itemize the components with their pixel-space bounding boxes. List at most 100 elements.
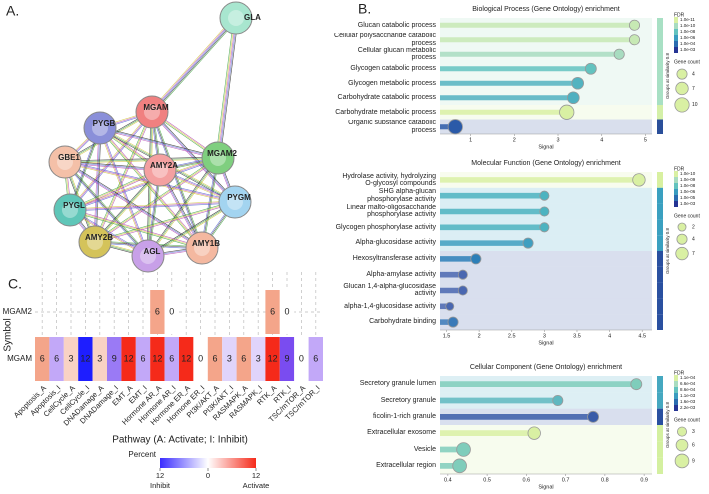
x-tick-label: 2 [513,137,516,143]
cell-label: 6 [169,353,174,363]
category-label: Secretory granule lumen [360,380,436,387]
fdr-swatch [674,375,678,381]
fdr-swatch [674,177,678,183]
node-inner [144,104,160,120]
x-tick-label: 0.7 [562,477,570,483]
fdr-label: 1.0e-11 [680,17,695,22]
colorbar-title: Percent [128,450,156,459]
node-inner [228,10,244,26]
heat-cell [279,337,295,381]
node-label: PYGL [63,201,85,210]
category-label: Cellular glucan metabolic process [358,47,436,61]
panel-label: C. [8,276,22,292]
colorbar-end-label: Inhibit [150,481,171,490]
category-label-text: Carbohydrate binding [369,318,436,326]
lollipop-dot [447,316,459,328]
group-bar [657,187,663,204]
edge [218,18,238,159]
fdr-swatch [674,399,678,405]
edge [64,161,149,257]
category-label-text: Secretory granule [380,396,436,404]
edge [94,157,219,243]
size-legend-dot [676,233,688,245]
fdr-label: 1.0e-03 [680,47,696,52]
edge [216,17,236,158]
edge [152,111,237,202]
node [219,1,253,35]
size-legend-dot [676,68,688,80]
category-label-text: Vesicle [413,445,436,453]
category-label-text: Glucan 1,4-alpha-glucosidase activity [343,283,436,298]
cell-label: 6 [140,353,145,363]
heat-cell [107,337,122,381]
x-axis-label: Pathway (A: Activate; I: Inhibit) [112,435,248,446]
heat-cell [279,290,295,334]
node-inner [152,162,168,178]
group-bar [657,119,663,134]
cell-label: 0 [299,353,304,363]
group-bar [657,47,663,62]
node [53,193,87,227]
row-band [440,282,652,299]
edge [148,202,236,258]
lollipop-dot [587,410,600,423]
category-label-text: Hexosyltransferase activity [352,255,436,263]
edge [151,17,237,113]
fdr-swatch [674,405,678,411]
fdr-swatch [674,183,678,189]
node [83,111,117,145]
group-bar [657,235,663,251]
cell-label: 3 [68,353,73,363]
category-label-text: Glycogen metabolic process [348,79,436,87]
lollipop-dot [559,104,575,120]
colorbar-tick-label: 0 [206,471,210,480]
fdr-swatch [674,189,678,195]
edge [64,156,218,162]
edge [70,158,219,212]
category-label: Cellular polysaccharide catabolic proces… [334,33,436,47]
edge [147,111,153,257]
category-label: Alpha-amylase activity [366,271,436,278]
node-inner [87,234,103,250]
x-tick-label: 3.5 [573,333,581,339]
fdr-swatch [674,195,678,201]
group-label: Groups at similarity 0.8 [665,52,670,99]
size-legend-label: 6 [692,442,695,448]
node [48,145,82,179]
node-inner [194,240,210,256]
cell-label: 6 [212,353,217,363]
size-legend-label: 4 [692,237,695,243]
heat-cell [207,337,223,381]
fdr-label: 1.0e-08 [680,183,696,188]
lollipop-dot [584,62,597,75]
group-bar [657,172,663,188]
edge [94,200,235,242]
fdr-title: FDR [674,370,685,376]
edge [215,17,235,158]
edge [99,128,218,160]
lollipop-dot [539,206,550,217]
fdr-label: 6.6e-04 [680,381,696,386]
edge [68,111,152,210]
category-label: Extracellular exosome [367,429,436,436]
size-legend-dot [674,97,690,113]
heat-cell [222,337,237,381]
category-label: Hexosyltransferase activity [352,255,436,263]
node [218,185,252,219]
edge [70,202,236,212]
category-label-text: Carbohydrate metabolic process [335,108,436,116]
heat-cell [179,337,194,381]
edge [65,160,203,248]
category-label: Organic substance catabolic process [348,120,436,134]
heat-cell [135,337,151,381]
heat-cell [236,337,251,381]
node-label: AGL [144,247,161,256]
size-legend-dot [675,81,689,96]
category-label: Glycogen phosphorylase activity [336,224,436,231]
heat-cell [265,337,280,381]
heat-cell [265,290,280,334]
row-band [440,425,652,442]
x-tick-label: 0.9 [640,477,648,483]
fdr-swatch [674,171,678,177]
edge [69,200,235,210]
